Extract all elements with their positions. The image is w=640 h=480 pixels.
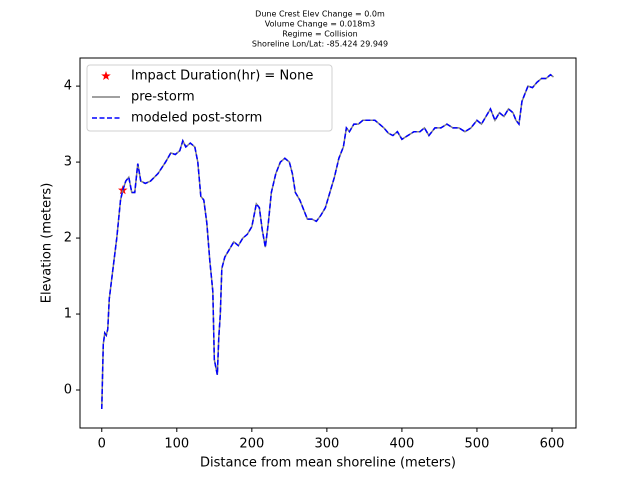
y-tick-label: 3 xyxy=(64,155,72,170)
chart-title: Dune Crest Elev Change = 0.0m xyxy=(255,10,385,19)
legend-marker xyxy=(101,71,111,81)
x-tick-label: 600 xyxy=(540,437,565,452)
x-tick-label: 400 xyxy=(389,437,414,452)
x-axis-label: Distance from mean shoreline (meters) xyxy=(200,456,456,471)
y-tick-label: 4 xyxy=(64,79,72,94)
chart-title: Regime = Collision xyxy=(282,30,357,39)
y-tick-label: 0 xyxy=(64,383,72,398)
legend-box xyxy=(86,64,333,132)
x-tick-label: 100 xyxy=(164,437,189,452)
x-tick-label: 200 xyxy=(239,437,264,452)
chart-title: Shoreline Lon/Lat: -85.424 29.949 xyxy=(252,40,388,49)
legend-label: pre-storm xyxy=(131,90,195,105)
legend-label: modeled post-storm xyxy=(131,111,262,126)
y-axis-label: Elevation (meters) xyxy=(40,183,55,304)
plot-frame xyxy=(79,57,577,429)
legend: Impact Duration(hr) = None pre-storm model… xyxy=(86,64,333,132)
legend-label: Impact Duration(hr) = None xyxy=(131,69,313,84)
chart-title: Volume Change = 0.018m3 xyxy=(265,20,376,29)
profile-line xyxy=(101,73,554,410)
y-tick-label: 2 xyxy=(64,231,72,246)
y-tick-label: 1 xyxy=(64,307,72,322)
x-tick-label: 500 xyxy=(465,437,490,452)
x-tick-label: 0 xyxy=(98,437,106,452)
x-tick-label: 300 xyxy=(314,437,339,452)
